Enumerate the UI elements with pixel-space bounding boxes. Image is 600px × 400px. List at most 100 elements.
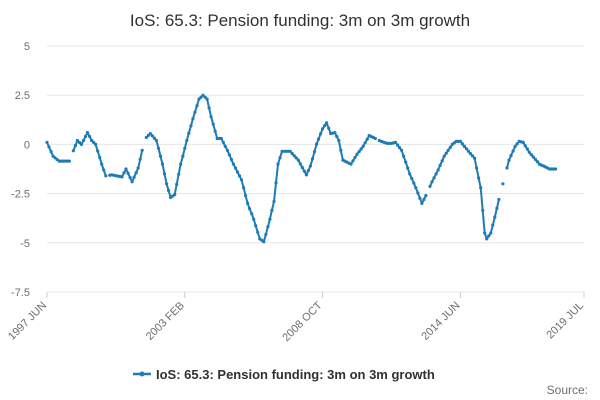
data-point <box>440 159 444 163</box>
data-point <box>554 167 558 171</box>
data-point <box>179 162 183 166</box>
data-point <box>470 154 475 158</box>
data-point <box>316 137 321 141</box>
data-point <box>527 150 531 154</box>
data-point <box>333 131 337 135</box>
data-point <box>268 217 272 221</box>
data-point <box>473 156 477 160</box>
data-point <box>481 208 485 212</box>
data-point <box>96 149 100 153</box>
data-point <box>128 175 132 180</box>
data-point <box>124 167 128 171</box>
data-point <box>98 155 102 160</box>
data-point <box>177 172 181 176</box>
data-point <box>428 184 432 188</box>
data-point <box>304 173 308 177</box>
x-axis: 1997 JUN 2003 FEB 2008 OCT 2014 JUN 2019 JUL <box>6 292 586 344</box>
data-point <box>288 149 292 153</box>
data-point <box>205 97 209 101</box>
data-point <box>290 151 294 156</box>
data-point <box>156 146 161 150</box>
data-point <box>432 176 436 180</box>
data-point <box>197 97 201 101</box>
data-point <box>47 145 51 149</box>
data-point <box>233 166 238 170</box>
data-point <box>90 138 94 143</box>
data-point <box>491 223 495 227</box>
x-tick-label: 2019 JUL <box>544 300 586 342</box>
data-point <box>327 126 331 130</box>
data-point <box>199 95 203 99</box>
data-point <box>509 154 513 158</box>
data-point <box>122 171 126 175</box>
data-point <box>296 158 300 162</box>
data-point <box>325 121 329 125</box>
data-point <box>94 142 98 146</box>
data-point <box>483 231 487 235</box>
data-point <box>213 129 217 133</box>
data-point <box>458 139 462 143</box>
data-point <box>138 157 142 161</box>
data-point <box>414 186 418 190</box>
data-point <box>398 146 402 150</box>
data-point <box>256 230 260 234</box>
data-point <box>167 189 171 193</box>
data-point <box>442 154 446 158</box>
data-point <box>495 206 499 210</box>
data-point <box>175 182 179 186</box>
data-point <box>525 147 529 151</box>
data-point <box>529 153 533 157</box>
data-point <box>460 142 464 146</box>
series-line <box>45 93 558 244</box>
data-point <box>158 154 163 158</box>
data-point <box>102 168 106 172</box>
data-point <box>353 155 357 160</box>
data-point <box>464 147 469 151</box>
legend[interactable]: IoS: 65.3: Pension funding: 3m on 3m gro… <box>133 367 435 382</box>
data-point <box>365 137 369 141</box>
data-point <box>252 217 256 221</box>
x-tick-label: 2008 OCT <box>280 299 325 344</box>
data-point <box>75 138 79 143</box>
data-point <box>274 181 278 185</box>
data-point <box>165 182 169 186</box>
data-point <box>361 144 365 148</box>
data-point <box>505 166 509 170</box>
data-point <box>444 151 448 155</box>
data-point <box>270 208 274 212</box>
data-point <box>77 140 81 144</box>
data-point <box>160 162 165 166</box>
data-point <box>120 175 124 179</box>
data-point <box>67 159 71 163</box>
data-point <box>363 141 367 145</box>
data-point <box>420 201 424 205</box>
data-point <box>448 145 452 149</box>
data-point <box>195 104 199 108</box>
data-point <box>416 191 420 195</box>
data-point <box>489 231 493 235</box>
data-point <box>321 127 325 131</box>
data-point <box>92 140 96 144</box>
data-point <box>183 146 187 150</box>
data-point <box>513 144 517 148</box>
data-point <box>523 144 527 148</box>
data-point <box>408 172 412 176</box>
data-point <box>191 117 195 121</box>
data-point <box>79 142 83 146</box>
data-point <box>181 154 185 158</box>
data-point <box>229 157 233 162</box>
data-point <box>185 138 189 143</box>
data-point <box>227 153 231 157</box>
data-point <box>337 138 341 143</box>
y-tick-label: -5 <box>20 238 30 250</box>
data-point <box>335 134 339 139</box>
data-point <box>81 138 86 143</box>
data-point <box>272 199 276 204</box>
data-point <box>468 152 473 156</box>
data-point <box>436 168 440 172</box>
data-point <box>410 176 414 181</box>
data-point <box>104 174 108 178</box>
data-point <box>237 174 242 178</box>
data-point <box>264 232 268 236</box>
data-point <box>302 169 306 173</box>
